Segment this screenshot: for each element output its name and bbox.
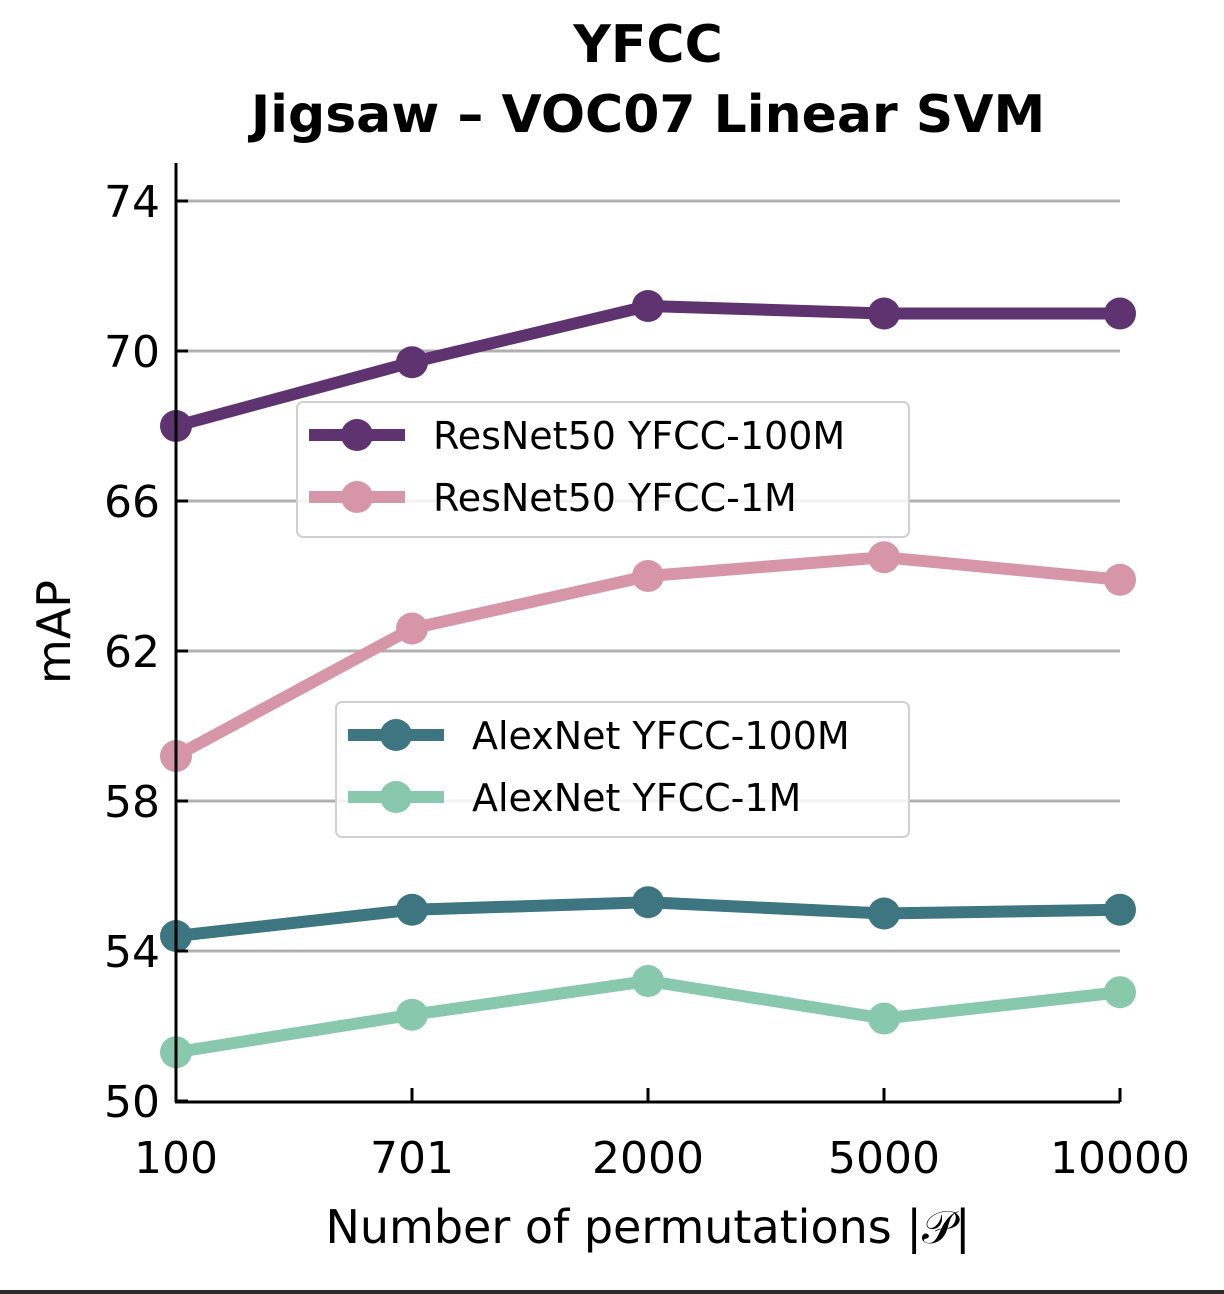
data-point bbox=[1104, 297, 1136, 330]
data-point bbox=[396, 346, 428, 379]
y-tick-label: 54 bbox=[104, 927, 160, 978]
y-tick-label: 62 bbox=[104, 627, 160, 678]
chart-title: YFCC Jigsaw – VOC07 Linear SVM bbox=[248, 15, 1045, 145]
x-tick-label: 701 bbox=[370, 1133, 454, 1184]
data-point bbox=[1104, 563, 1136, 596]
data-point bbox=[632, 290, 664, 322]
data-point bbox=[396, 893, 428, 926]
x-tick-label: 100 bbox=[134, 1133, 218, 1184]
y-tick-label: 50 bbox=[104, 1077, 160, 1128]
data-point bbox=[632, 886, 664, 919]
data-point bbox=[396, 998, 428, 1031]
x-tick-label: 2000 bbox=[592, 1133, 704, 1184]
legend-marker bbox=[341, 481, 373, 513]
legend-entry: ResNet50 YFCC-1M bbox=[309, 476, 797, 520]
series-alexnet-yfcc-100m bbox=[160, 886, 1136, 952]
y-tick-label: 66 bbox=[104, 477, 160, 528]
legend: ResNet50 YFCC-100M ResNet50 YFCC-1M bbox=[296, 401, 910, 538]
chart-title-line-1: YFCC bbox=[572, 15, 723, 75]
legend-frame bbox=[296, 401, 910, 538]
y-tick-label: 70 bbox=[104, 327, 160, 378]
data-point bbox=[396, 612, 428, 645]
legend-label: ResNet50 YFCC-1M bbox=[433, 476, 797, 520]
legend-marker bbox=[341, 419, 373, 451]
chart-title-line-2: Jigsaw – VOC07 Linear SVM bbox=[248, 85, 1045, 145]
x-tick-label: 5000 bbox=[828, 1133, 940, 1184]
data-point bbox=[632, 560, 664, 592]
y-axis-label: mAP bbox=[27, 580, 81, 684]
legend-marker bbox=[380, 719, 412, 751]
data-point bbox=[1104, 976, 1136, 1009]
data-point bbox=[1104, 893, 1136, 926]
legend-label: ResNet50 YFCC-100M bbox=[433, 414, 845, 458]
legend-entry: ResNet50 YFCC-100M bbox=[309, 414, 845, 458]
data-point bbox=[868, 897, 900, 930]
series-layer bbox=[160, 290, 1136, 1069]
legend-entry: AlexNet YFCC-100M bbox=[348, 714, 850, 758]
x-axis-label: Number of permutations |𝒫| bbox=[325, 1200, 970, 1255]
series-alexnet-yfcc-1m bbox=[160, 965, 1136, 1069]
series-resnet50-yfcc-100m bbox=[160, 290, 1136, 442]
legend: AlexNet YFCC-100M AlexNet YFCC-1M bbox=[335, 701, 910, 838]
x-ticks: 100 701 2000 5000 10000 bbox=[134, 1088, 1190, 1184]
legend-label: AlexNet YFCC-100M bbox=[472, 714, 850, 758]
legend-label: AlexNet YFCC-1M bbox=[472, 776, 801, 820]
data-point bbox=[868, 541, 900, 574]
x-tick-label: 10000 bbox=[1050, 1133, 1190, 1184]
legends: ResNet50 YFCC-100M ResNet50 YFCC-1M AlexNe… bbox=[296, 401, 910, 838]
y-tick-label: 58 bbox=[104, 777, 160, 828]
data-point bbox=[632, 965, 664, 997]
legend-marker bbox=[380, 781, 412, 813]
legend-frame bbox=[335, 701, 910, 838]
bottom-border bbox=[0, 1290, 1224, 1294]
data-point bbox=[868, 297, 900, 330]
legend-entry: AlexNet YFCC-1M bbox=[348, 776, 801, 820]
y-ticks: 50 54 58 62 66 70 74 bbox=[104, 177, 188, 1128]
y-tick-label: 74 bbox=[104, 177, 160, 228]
data-point bbox=[868, 1002, 900, 1035]
